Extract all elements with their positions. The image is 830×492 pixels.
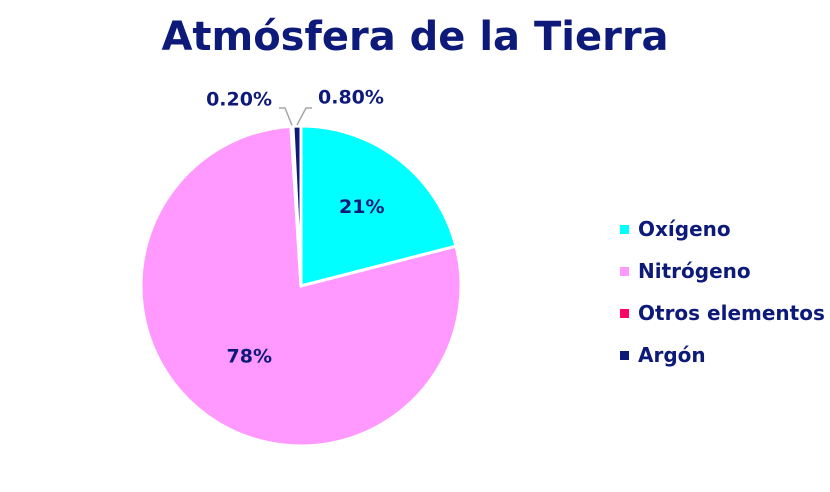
legend: Oxígeno Nitrógeno Otros elementos Argón: [620, 208, 825, 376]
data-label-4: 0.80%: [318, 87, 384, 109]
pie-slices: [139, 124, 463, 448]
legend-label: Nitrógeno: [638, 259, 751, 283]
legend-item: Oxígeno: [620, 208, 825, 250]
legend-swatch: [620, 308, 629, 318]
legend-item: Nitrógeno: [620, 250, 825, 292]
chart-title: Atmósfera de la Tierra: [161, 14, 669, 60]
leader-line-4: [296, 107, 312, 126]
legend-label: Otros elementos: [638, 301, 825, 325]
leader-lines: [279, 107, 312, 126]
pie-slice-1: [299, 124, 458, 288]
legend-item: Argón: [620, 334, 825, 376]
legend-swatch: [620, 266, 629, 276]
pie-slice-4: [291, 124, 303, 288]
data-labels: 21% 78% 0.20% 0.80%: [206, 87, 384, 368]
data-label-2: 78%: [227, 346, 272, 368]
leader-line-3: [279, 107, 293, 126]
legend-label: Argón: [638, 343, 706, 367]
legend-swatch: [620, 350, 629, 360]
data-label-1: 21%: [339, 196, 384, 218]
legend-item: Otros elementos: [620, 292, 825, 334]
legend-label: Oxígeno: [638, 217, 731, 241]
legend-swatch: [620, 224, 629, 234]
data-label-3: 0.20%: [206, 89, 272, 111]
